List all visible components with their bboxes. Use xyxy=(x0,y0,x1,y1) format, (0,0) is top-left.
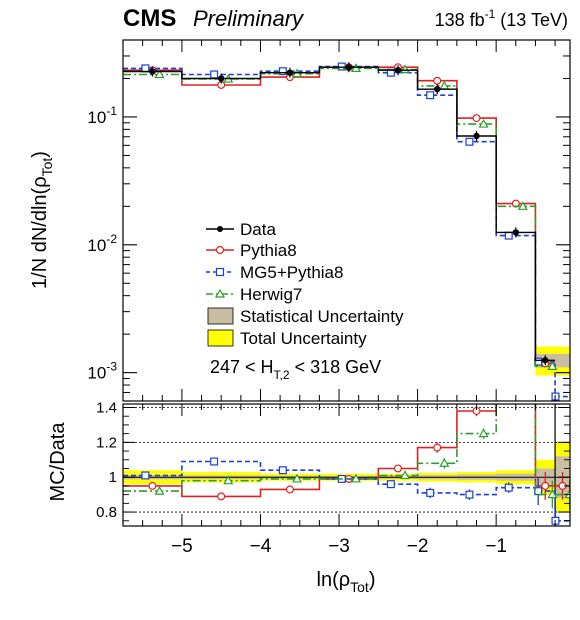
main-y-tick-label: 10-1 xyxy=(87,104,117,127)
ratio-frame xyxy=(122,403,571,527)
ratio-point-mg5 xyxy=(141,471,150,480)
ratio-y-axis-title: MC/Data xyxy=(47,422,69,502)
main-point-data xyxy=(345,64,353,71)
ratio-y-tick-label: 1.2 xyxy=(96,434,117,451)
main-point-mg5 xyxy=(504,231,513,240)
main-point-data xyxy=(542,357,549,364)
main-point-pythia8 xyxy=(433,76,442,85)
legend-entry-data: Data xyxy=(206,220,276,239)
ratio-point-pythia8 xyxy=(512,354,519,361)
main-plot-area xyxy=(123,62,570,401)
legend-entry-total-uncertainty: Total Uncertainty xyxy=(207,329,367,348)
ratio-point-pythia8 xyxy=(148,481,157,490)
legend-label-total: Total Uncertainty xyxy=(240,329,367,348)
ratio-point-herwig7 xyxy=(478,428,489,438)
main-point-data xyxy=(149,68,156,75)
ratio-point-pythia8 xyxy=(433,443,442,452)
main-y-axis: 10-1 10-2 10-3 xyxy=(87,39,570,402)
ratio-point-herwig7 xyxy=(350,473,361,483)
main-point-herwig7 xyxy=(547,361,558,370)
ratio-line-mg5 xyxy=(123,460,570,522)
legend-label-pythia8: Pythia8 xyxy=(240,241,297,260)
main-point-herwig7 xyxy=(154,69,165,79)
main-point-data xyxy=(217,75,225,82)
ratio-y-tick-label: 1.4 xyxy=(96,399,117,416)
ratio-plot-area xyxy=(123,354,570,526)
ratio-point-pythia8 xyxy=(393,464,402,473)
legend-label-stat: Statistical Uncertainty xyxy=(240,307,404,326)
x-tick-label: −3 xyxy=(328,536,350,557)
ratio-point-pythia8 xyxy=(285,485,294,494)
main-point-mg5 xyxy=(465,137,474,146)
ratio-axes: 0.8 1 1.2 1.4 −5 −4 −3 −2 −1 xyxy=(96,399,570,557)
ratio-line-pythia8 xyxy=(123,404,570,498)
main-point-data xyxy=(434,85,441,93)
ratio-point-herwig7 xyxy=(399,470,411,480)
main-point-data xyxy=(286,69,294,76)
legend-label-data: Data xyxy=(240,220,276,239)
legend-entry-stat-uncertainty: Statistical Uncertainty xyxy=(207,307,404,326)
ratio-point-herwig7 xyxy=(547,489,558,499)
main-frame xyxy=(122,39,571,402)
legend: Data Pythia8 MG5+Pythia8 Herwig7 Statist… xyxy=(206,220,404,348)
main-point-mg5 xyxy=(210,70,219,79)
main-point-data xyxy=(394,67,402,74)
ratio-point-mg5 xyxy=(278,466,287,475)
ratio-point-pythia8 xyxy=(217,492,226,501)
main-y-axis-title: 1/N dN/dln(ρTot) xyxy=(29,151,55,289)
main-line-pythia8 xyxy=(123,66,556,365)
ratio-point-pythia8 xyxy=(541,481,550,490)
selection-label: 247 < HT,2 < 318 GeV xyxy=(210,357,381,382)
legend-entry-mg5: MG5+Pythia8 xyxy=(206,263,343,282)
ratio-point-mg5 xyxy=(386,480,395,489)
ratio-point-mg5 xyxy=(534,487,543,496)
x-tick-label: −4 xyxy=(250,536,272,557)
legend-entry-pythia8: Pythia8 xyxy=(206,241,297,260)
ratio-point-herwig7 xyxy=(519,369,527,376)
main-y-tick-label: 10-2 xyxy=(87,232,117,255)
ratio-point-mg5 xyxy=(426,488,435,497)
luminosity-label: 138 fb-1 (13 TeV) xyxy=(435,7,568,30)
ratio-point-herwig7 xyxy=(291,473,303,483)
experiment-label: CMS xyxy=(123,5,176,32)
status-label: Preliminary xyxy=(193,6,305,31)
main-point-mg5 xyxy=(278,67,287,76)
ratio-y-tick-label: 1 xyxy=(109,469,117,486)
ratio-line-herwig7 xyxy=(123,404,570,496)
ratio-point-herwig7 xyxy=(223,475,234,485)
ratio-point-mg5 xyxy=(504,483,513,492)
legend-label-mg5: MG5+Pythia8 xyxy=(240,263,343,282)
ratio-point-mg5 xyxy=(465,490,474,499)
x-tick-label: −5 xyxy=(171,536,193,557)
legend-label-herwig7: Herwig7 xyxy=(240,285,302,304)
ratio-point-herwig7 xyxy=(154,485,165,495)
x-tick-label: −1 xyxy=(485,536,507,557)
x-axis-title: ln(ρTot) xyxy=(317,569,376,595)
main-point-data xyxy=(512,229,519,236)
x-tick-label: −2 xyxy=(407,536,429,557)
main-point-pythia8 xyxy=(472,114,481,123)
main-point-data xyxy=(473,132,480,140)
ratio-y-tick-label: 0.8 xyxy=(96,504,117,521)
ratio-point-mg5 xyxy=(210,457,219,466)
ratio-panel: 0.8 1 1.2 1.4 −5 −4 −3 −2 −1 MC/Data xyxy=(47,354,571,557)
ratio-point-herwig7 xyxy=(439,458,450,467)
main-point-mg5 xyxy=(426,91,435,100)
main-point-herwig7 xyxy=(517,201,528,210)
main-point-herwig7 xyxy=(478,118,489,128)
legend-entry-herwig7: Herwig7 xyxy=(206,285,302,304)
main-point-mg5 xyxy=(141,64,150,73)
main-y-tick-label: 10-3 xyxy=(87,360,117,383)
